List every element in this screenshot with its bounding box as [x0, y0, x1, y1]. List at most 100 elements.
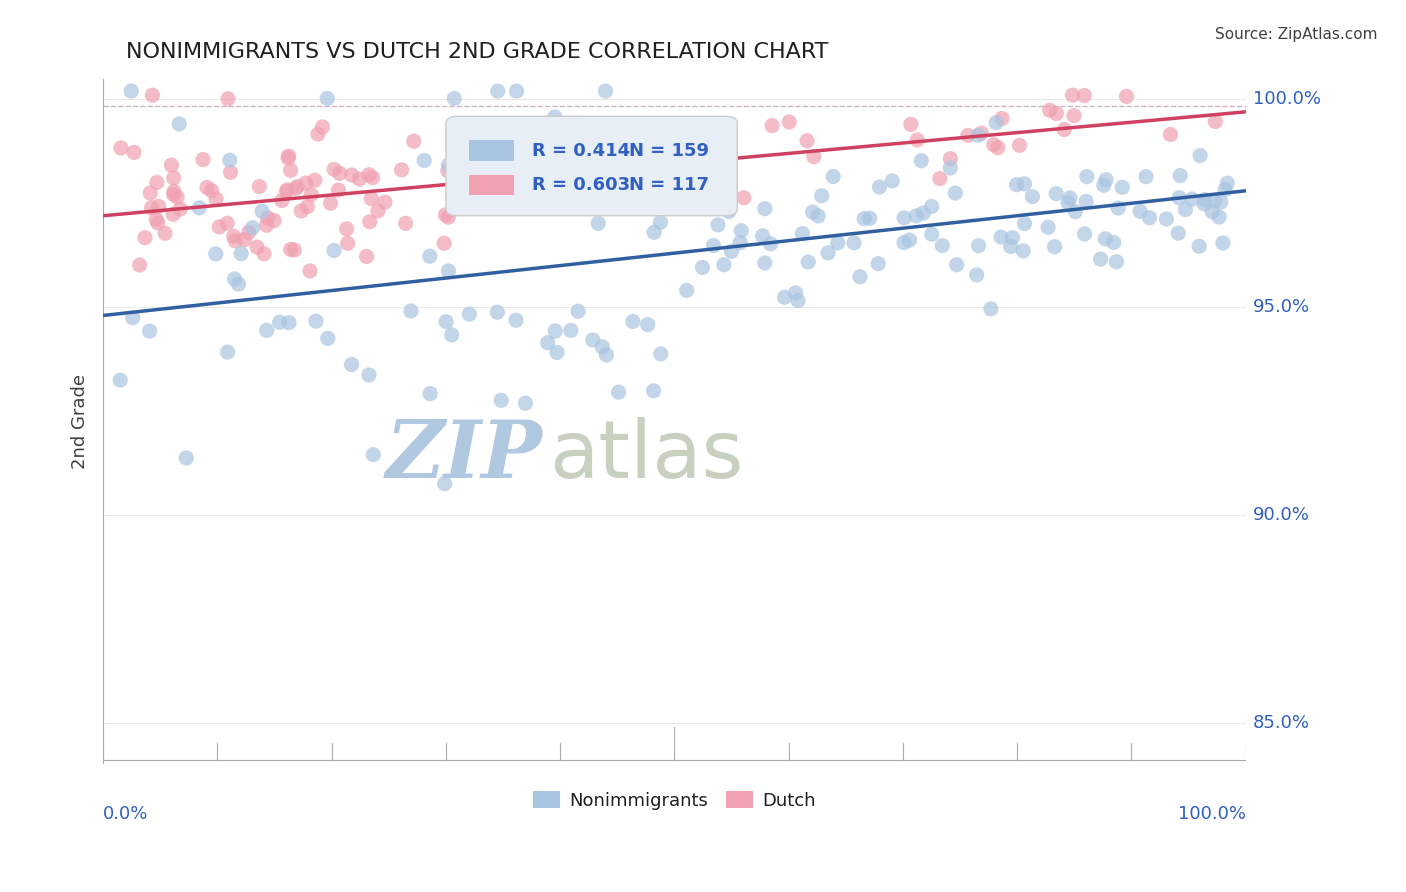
Point: [250, 204, 273, 219]
Point: [391, 162, 413, 177]
Point: [433, 476, 456, 491]
Legend: Nonimmigrants, Dutch: Nonimmigrants, Dutch: [526, 784, 823, 817]
Text: 100.0%: 100.0%: [1178, 805, 1246, 823]
Point: [108, 373, 131, 387]
Point: [675, 284, 697, 298]
Point: [486, 84, 509, 98]
Point: [990, 230, 1012, 244]
Point: [567, 304, 589, 318]
Point: [1209, 195, 1232, 210]
Point: [560, 323, 582, 337]
Point: [238, 226, 260, 240]
Point: [247, 179, 270, 194]
Point: [294, 176, 316, 190]
Point: [986, 115, 1008, 129]
Point: [1057, 195, 1080, 210]
Point: [530, 201, 553, 215]
Point: [253, 247, 276, 261]
Point: [637, 318, 659, 332]
Point: [146, 216, 169, 230]
Point: [110, 141, 132, 155]
Point: [277, 149, 299, 163]
Point: [434, 315, 457, 329]
Point: [141, 88, 163, 103]
Point: [893, 235, 915, 250]
Point: [571, 156, 593, 170]
Point: [643, 225, 665, 239]
Text: R = 0.414: R = 0.414: [531, 142, 630, 160]
Point: [1204, 194, 1226, 208]
Point: [1045, 106, 1067, 120]
Point: [357, 368, 380, 382]
Point: [1188, 239, 1211, 253]
Point: [163, 185, 186, 199]
Point: [1194, 193, 1216, 207]
Bar: [468, 140, 515, 161]
Point: [134, 230, 156, 244]
Point: [299, 187, 322, 202]
Point: [515, 396, 537, 410]
Point: [792, 227, 814, 241]
Point: [440, 327, 463, 342]
Point: [607, 385, 630, 400]
Point: [810, 188, 832, 202]
Point: [458, 307, 481, 321]
Point: [1062, 88, 1084, 103]
Point: [803, 150, 825, 164]
Point: [167, 117, 190, 131]
Point: [1192, 197, 1215, 211]
Point: [1212, 235, 1234, 250]
Point: [652, 173, 675, 187]
Point: [1063, 109, 1085, 123]
Point: [807, 209, 830, 223]
Point: [277, 151, 299, 165]
Point: [1092, 178, 1115, 193]
Point: [683, 166, 706, 180]
Point: [336, 222, 359, 236]
Point: [650, 215, 672, 229]
Point: [1014, 177, 1036, 191]
Point: [1115, 89, 1137, 103]
Point: [544, 110, 567, 124]
Text: 85.0%: 85.0%: [1253, 714, 1310, 731]
Point: [537, 335, 560, 350]
Point: [285, 179, 308, 194]
Point: [1107, 201, 1129, 215]
Point: [271, 194, 294, 208]
Point: [419, 249, 441, 263]
Point: [970, 126, 993, 140]
Point: [283, 243, 305, 257]
Point: [1174, 202, 1197, 217]
Text: 100.0%: 100.0%: [1253, 90, 1320, 108]
Point: [280, 163, 302, 178]
Point: [160, 158, 183, 172]
Point: [1073, 88, 1095, 103]
Point: [1043, 240, 1066, 254]
Point: [586, 216, 609, 230]
Point: [707, 218, 730, 232]
Y-axis label: 2nd Grade: 2nd Grade: [72, 374, 89, 469]
Point: [222, 229, 245, 244]
Point: [359, 215, 381, 229]
Point: [328, 183, 350, 197]
Point: [166, 190, 188, 204]
Point: [363, 448, 385, 462]
Point: [316, 331, 339, 345]
Point: [703, 172, 725, 186]
Point: [1213, 182, 1236, 196]
Point: [655, 131, 678, 145]
Point: [859, 211, 882, 226]
Text: atlas: atlas: [548, 417, 744, 495]
Point: [827, 235, 849, 250]
Point: [869, 180, 891, 194]
Point: [905, 133, 928, 147]
Point: [233, 233, 256, 247]
FancyBboxPatch shape: [446, 116, 737, 216]
Point: [1076, 169, 1098, 184]
Point: [319, 196, 342, 211]
Point: [702, 238, 724, 252]
Point: [169, 202, 191, 216]
Point: [991, 112, 1014, 126]
Point: [153, 227, 176, 241]
Point: [356, 250, 378, 264]
